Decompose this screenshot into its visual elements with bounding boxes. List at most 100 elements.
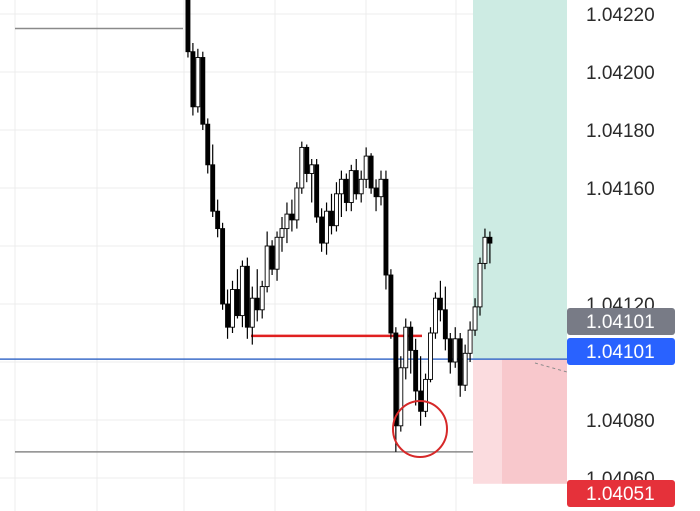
candle-bearish bbox=[418, 356, 424, 426]
candle-bullish bbox=[363, 147, 369, 188]
price-tag-gray[interactable]: 1.04101 bbox=[567, 308, 675, 335]
candle-bearish bbox=[437, 280, 443, 322]
candle-bullish bbox=[334, 182, 339, 232]
candle-body bbox=[348, 170, 354, 203]
candle-bullish bbox=[428, 327, 433, 383]
annotations bbox=[392, 362, 568, 458]
candle-body bbox=[413, 349, 419, 392]
candle-body bbox=[239, 265, 245, 317]
candle-body bbox=[215, 210, 221, 230]
candle-body bbox=[234, 289, 240, 317]
candle-body bbox=[423, 378, 428, 412]
candle-body bbox=[338, 178, 344, 195]
candle-body bbox=[190, 51, 196, 108]
candle-body bbox=[388, 274, 394, 334]
candle-body bbox=[457, 338, 463, 386]
y-tick-label: 1.04160 bbox=[586, 179, 655, 200]
price-tag-background bbox=[567, 338, 675, 365]
candle-bullish bbox=[324, 202, 329, 255]
candle-bullish bbox=[378, 170, 384, 206]
candles bbox=[185, 0, 493, 452]
candle-bearish bbox=[413, 338, 419, 406]
candle-body bbox=[442, 309, 448, 340]
candle-body bbox=[398, 367, 404, 427]
candle-bearish bbox=[329, 193, 334, 235]
price-tag-blue[interactable]: 1.04101 bbox=[567, 338, 675, 365]
y-tick-label: 1.04220 bbox=[586, 5, 655, 26]
candle-body bbox=[462, 352, 468, 386]
candle-body bbox=[220, 228, 226, 305]
candle-bearish bbox=[205, 118, 211, 174]
candle-body bbox=[378, 178, 384, 198]
candle-bearish bbox=[487, 231, 493, 264]
candle-body bbox=[264, 245, 270, 288]
candle-body bbox=[314, 164, 320, 218]
candle-body bbox=[269, 245, 275, 270]
candle-bullish bbox=[358, 170, 364, 203]
candle-body bbox=[304, 146, 310, 174]
candle-bearish bbox=[220, 222, 226, 310]
candle-body bbox=[249, 297, 255, 328]
price-tag-background bbox=[567, 480, 675, 507]
price-tag-red[interactable]: 1.04051 bbox=[567, 480, 675, 507]
candle-bullish bbox=[249, 286, 255, 345]
candle-bearish bbox=[254, 269, 260, 322]
candle-body bbox=[408, 326, 414, 351]
candle-bullish bbox=[403, 318, 409, 380]
candle-body bbox=[309, 164, 315, 174]
candle-bullish bbox=[472, 298, 478, 336]
candle-body bbox=[254, 297, 260, 311]
candle-bearish bbox=[343, 173, 349, 212]
candle-bearish bbox=[185, 0, 191, 58]
low-circle-highlight bbox=[392, 400, 448, 458]
candle-body bbox=[437, 297, 443, 311]
y-tick-label: 1.04200 bbox=[586, 63, 655, 84]
candle-bearish bbox=[388, 269, 394, 339]
candle-body bbox=[403, 326, 409, 369]
candle-bullish bbox=[338, 170, 344, 217]
candle-bullish bbox=[274, 231, 280, 281]
candle-body bbox=[477, 262, 483, 308]
candle-bearish bbox=[393, 327, 399, 452]
candle-bearish bbox=[457, 333, 463, 397]
candle-body bbox=[225, 303, 231, 328]
candle-bullish bbox=[348, 164, 354, 212]
candle-body bbox=[487, 236, 493, 244]
candle-body bbox=[329, 210, 334, 227]
candle-bearish bbox=[225, 289, 231, 339]
candle-bearish bbox=[314, 159, 320, 223]
candle-body bbox=[244, 265, 250, 328]
candle-body bbox=[334, 193, 339, 227]
candle-body bbox=[428, 332, 433, 380]
candle-bullish bbox=[284, 202, 290, 244]
candle-bearish bbox=[244, 257, 250, 339]
candle-bearish bbox=[442, 286, 448, 351]
candle-bullish bbox=[279, 217, 285, 252]
candle-bullish bbox=[477, 257, 483, 316]
candle-body bbox=[467, 329, 473, 354]
y-tick-label: 1.04080 bbox=[586, 411, 655, 432]
candle-body bbox=[294, 187, 300, 221]
candle-bearish bbox=[269, 240, 275, 275]
candle-bullish bbox=[230, 280, 235, 333]
candle-bullish bbox=[462, 344, 468, 391]
price-axis[interactable]: 1.042201.042001.041801.041601.041201.040… bbox=[567, 5, 675, 507]
candle-bearish bbox=[353, 159, 359, 200]
candle-bearish bbox=[408, 321, 414, 374]
stop-zone-light bbox=[473, 359, 502, 484]
candle-body bbox=[279, 228, 285, 238]
candle-bullish bbox=[398, 356, 404, 432]
stop-zone bbox=[502, 359, 567, 484]
candle-bullish bbox=[433, 292, 438, 339]
candle-body bbox=[383, 178, 389, 276]
candle-bullish bbox=[467, 321, 473, 362]
candle-bullish bbox=[299, 141, 305, 194]
candle-body bbox=[185, 0, 191, 53]
candle-bearish bbox=[383, 170, 389, 290]
price-tag-label: 1.04101 bbox=[586, 342, 655, 363]
candle-bearish bbox=[234, 269, 240, 319]
position-zones bbox=[473, 0, 567, 484]
candle-bullish bbox=[309, 159, 315, 203]
candle-body bbox=[289, 213, 295, 221]
